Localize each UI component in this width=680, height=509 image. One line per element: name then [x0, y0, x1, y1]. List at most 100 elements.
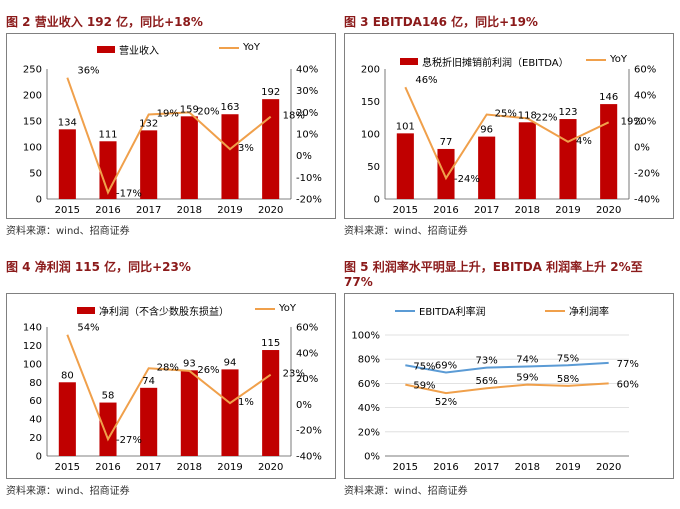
bar [478, 136, 496, 199]
chart-panel-ebitda: 图 3 EBITDA146 亿，同比+19% 息税折旧摊销前利润（EBITDA）… [344, 0, 674, 250]
yoy-value-label: 1% [238, 397, 254, 408]
yoy-value-label: -27% [116, 435, 142, 446]
y-tick-label: 0 [374, 195, 380, 206]
bar-value-label: 118 [518, 110, 537, 121]
y2-tick-label: 60% [634, 65, 656, 76]
x-tick-label: 2018 [177, 205, 202, 216]
y-tick-label: 0 [36, 195, 42, 206]
net-margin-label: 59% [516, 373, 538, 384]
y2-tick-label: 20% [634, 117, 656, 128]
bar [140, 130, 158, 199]
yoy-value-label: 3% [238, 143, 254, 154]
bar-value-label: 192 [261, 87, 280, 98]
chart-frame: 息税折旧摊销前利润（EBITDA） YoY 0 50 100 150 200 2015 20… [344, 33, 674, 219]
legend-bar-swatch [77, 307, 95, 314]
legend-bar: 营业收入 [97, 42, 159, 57]
legend-bar: 净利润（不含少数股东损益） [77, 303, 229, 318]
bar [600, 104, 618, 199]
chart-panel-net-profit: 图 4 净利润 115 亿，同比+23% 净利润（不含少数股东损益） YoY 0… [6, 255, 336, 505]
x-tick-label: 2019 [217, 462, 242, 473]
y-tick-label: 80 [29, 378, 42, 389]
x-tick-label: 2018 [515, 462, 540, 473]
yoy-value-label: 18% [283, 111, 305, 122]
bar-value-label: 101 [396, 121, 415, 132]
bar [221, 114, 239, 199]
bar-value-label: 115 [261, 338, 280, 349]
y-tick-label: 100 [23, 359, 42, 370]
yoy-value-label: 19% [157, 109, 179, 120]
x-tick-label: 2017 [136, 205, 161, 216]
yoy-value-label: -17% [116, 189, 142, 200]
bar [180, 370, 198, 456]
y-tick-label: 100 [361, 130, 380, 141]
y2-tick-label: -10% [296, 173, 322, 184]
chart-svg: 0% 20% 40% 60% 80% 100% 2015 2016 2017 2018 2019 20… [351, 331, 638, 474]
bar [99, 402, 117, 456]
y-tick-label: 140 [23, 323, 42, 334]
legend-line-swatch [255, 307, 275, 310]
x-tick-label: 2015 [55, 205, 80, 216]
y2-tick-label: -40% [634, 195, 660, 206]
bar-value-label: 74 [142, 376, 155, 387]
legend-net-label: 净利润率 [569, 307, 609, 318]
yoy-value-label: 23% [283, 369, 305, 380]
x-tick-label: 2017 [474, 462, 499, 473]
bar-value-label: 123 [558, 107, 577, 118]
legend-line-ebitda: EBITDA利率润 [395, 303, 486, 318]
source-note: 资料来源：wind、招商证券 [6, 486, 130, 497]
legend-ebitda-swatch [395, 309, 415, 312]
chart-frame: 净利润（不含少数股东损益） YoY 0 20 40 60 80 100 120 140 2015… [6, 293, 336, 479]
y-tick-label: 200 [23, 91, 42, 102]
yoy-value-label: 19% [621, 116, 643, 127]
bar-value-label: 93 [183, 358, 196, 369]
y2-tick-label: 40% [634, 91, 656, 102]
bar-value-label: 134 [58, 117, 77, 128]
y2-tick-label: 0% [296, 400, 312, 411]
y-tick-label: 20% [358, 427, 380, 438]
legend-bar-swatch [97, 46, 115, 53]
y-tick-label: 250 [23, 65, 42, 76]
yoy-value-label: -24% [454, 174, 480, 185]
chart-frame: 营业收入 YoY 0 50 100 150 200 250 2015 2016 2017 2018… [6, 33, 336, 219]
bar-value-label: 111 [98, 129, 117, 140]
x-tick-label: 2019 [555, 462, 580, 473]
bar [58, 129, 76, 199]
chart-title: 图 5 利润率水平明显上升，EBITDA 利润率上升 2%至 77% [344, 260, 643, 289]
chart-svg: 0 50 100 150 200 250 2015 2016 2017 2018 2019 2020 -… [23, 65, 322, 217]
legend-line-label: YoY [243, 42, 261, 53]
bar-value-label: 132 [139, 118, 158, 129]
y-tick-label: 200 [361, 65, 380, 76]
chart-frame: EBITDA利率润 净利润率 0% 20% 40% 60% 80% 100% 2015 201… [344, 293, 674, 479]
yoy-value-label: 54% [77, 323, 99, 334]
x-tick-label: 2015 [393, 205, 418, 216]
y-tick-label: 100 [23, 143, 42, 154]
legend-line-label: YoY [610, 54, 628, 65]
x-tick-label: 2020 [258, 462, 283, 473]
net-margin-line [405, 382, 609, 395]
x-tick-label: 2016 [95, 205, 120, 216]
x-tick-label: 2016 [433, 462, 458, 473]
chart-panel-margins: 图 5 利润率水平明显上升，EBITDA 利润率上升 2%至 77% EBITD… [344, 255, 674, 505]
bar-value-label: 58 [102, 391, 115, 402]
yoy-value-label: 20% [197, 106, 219, 117]
legend-line: YoY [219, 42, 260, 53]
bar [221, 369, 239, 456]
source-note: 资料来源：wind、招商证券 [344, 486, 468, 497]
bar [140, 387, 158, 456]
bar-value-label: 163 [220, 102, 239, 113]
legend-line-swatch [219, 46, 239, 49]
bar-value-label: 96 [480, 125, 493, 136]
x-tick-label: 2016 [433, 205, 458, 216]
ebitda-margin-label: 73% [476, 356, 498, 367]
x-tick-label: 2019 [555, 205, 580, 216]
y2-tick-label: 20% [296, 374, 318, 385]
chart-panel-revenue: 图 2 营业收入 192 亿，同比+18% 营业收入 YoY 0 50 100 150… [6, 0, 336, 250]
bar-value-label: 159 [180, 104, 199, 115]
x-tick-label: 2017 [136, 462, 161, 473]
chart-svg: 0 20 40 60 80 100 120 140 2015 2016 2017 2018 2019 20… [23, 323, 322, 474]
x-tick-label: 2019 [217, 205, 242, 216]
y-tick-label: 0 [36, 452, 42, 463]
yoy-value-label: 25% [495, 109, 517, 120]
bar-value-label: 80 [61, 370, 74, 381]
yoy-value-label: 26% [197, 365, 219, 376]
